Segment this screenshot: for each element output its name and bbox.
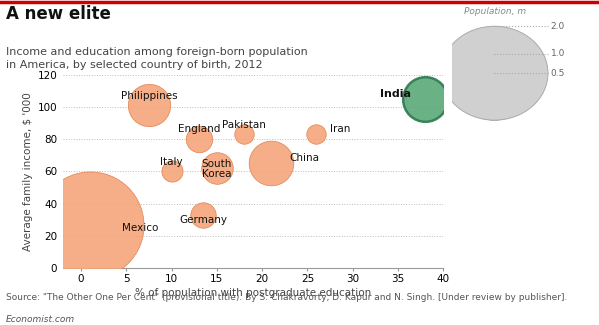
Point [420, 96, 430, 101]
Circle shape [441, 26, 548, 120]
Text: Italy: Italy [161, 157, 183, 167]
Text: Economist.com: Economist.com [6, 315, 75, 324]
Text: China: China [289, 153, 319, 163]
Text: Mexico: Mexico [122, 223, 158, 233]
Text: Iran: Iran [330, 124, 350, 134]
Text: Source: "The Other One Per Cent" (provisional title). By S. Chakravorty, D. Kapu: Source: "The Other One Per Cent" (provis… [6, 292, 567, 302]
Circle shape [468, 73, 521, 120]
Point [311, 132, 321, 137]
Point [85, 222, 95, 227]
Text: A new elite: A new elite [6, 5, 111, 23]
Point [198, 212, 208, 217]
X-axis label: % of population with postgraduate education: % of population with postgraduate educat… [135, 288, 371, 298]
Text: 0.5: 0.5 [551, 69, 565, 78]
Text: Pakistan: Pakistan [222, 120, 266, 130]
Text: Population, m: Population, m [464, 6, 526, 16]
Point [194, 136, 204, 142]
Text: Income and education among foreign-born population
in America, by selected count: Income and education among foreign-born … [6, 47, 308, 70]
Circle shape [456, 54, 533, 120]
Text: Germany: Germany [179, 214, 227, 225]
Point [144, 103, 154, 108]
Text: England: England [177, 124, 220, 134]
Point [212, 166, 222, 171]
Y-axis label: Average family income, $ '000: Average family income, $ '000 [23, 92, 34, 251]
Text: South
Korea: South Korea [202, 159, 232, 179]
Text: 2.0: 2.0 [551, 22, 565, 31]
Point [167, 169, 176, 174]
Text: India: India [380, 89, 411, 99]
Point [239, 132, 249, 137]
Text: Philippines: Philippines [120, 91, 177, 100]
Point [267, 161, 276, 166]
Text: 1.0: 1.0 [551, 49, 565, 58]
